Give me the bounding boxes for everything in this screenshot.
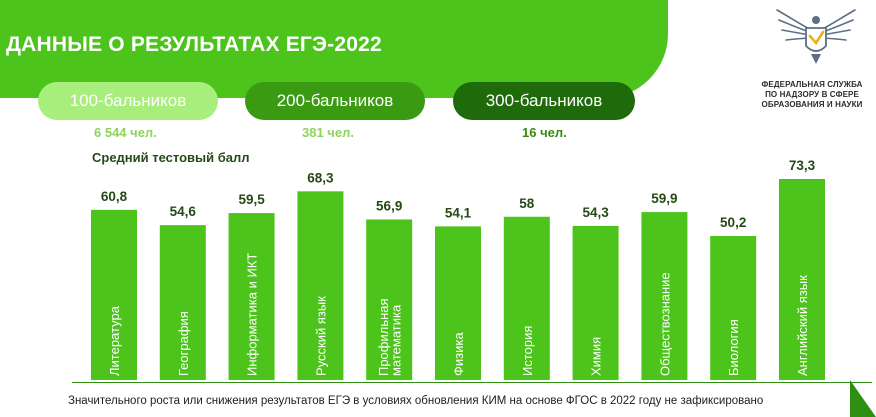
category-label: математика bbox=[388, 304, 403, 376]
bar-10 bbox=[710, 236, 757, 380]
group-pill-300: 300-бальников bbox=[453, 82, 635, 120]
eagle-emblem-icon bbox=[776, 9, 856, 64]
category-label: Профильная bbox=[376, 298, 391, 376]
bar-4 bbox=[297, 191, 344, 380]
bar-value-label: 50,2 bbox=[720, 215, 746, 230]
category-label: Обществознание bbox=[657, 272, 672, 376]
bar-value-label: 68,3 bbox=[307, 170, 334, 185]
page-title: ДАННЫЕ О РЕЗУЛЬТАТАХ ЕГЭ-2022 bbox=[6, 33, 382, 56]
bar-3 bbox=[228, 213, 275, 380]
category-label: Литература bbox=[107, 305, 122, 376]
organization-name: ФЕДЕРАЛЬНАЯ СЛУЖБА ПО НАДЗОРУ В СФЕРЕ ОБ… bbox=[750, 80, 874, 110]
bar-7 bbox=[503, 216, 550, 380]
bar-value-label: 54,3 bbox=[582, 205, 609, 220]
bar-8 bbox=[572, 225, 619, 380]
footnote: Значительного роста или снижения результ… bbox=[68, 395, 764, 407]
bar-value-label: 58 bbox=[519, 196, 535, 211]
bar-2 bbox=[159, 225, 206, 380]
group-count-300: 16 чел. bbox=[522, 125, 567, 140]
group-pill-200: 200-бальников bbox=[245, 82, 425, 120]
bar-value-label: 54,6 bbox=[170, 204, 197, 219]
organization-name-line: ОБРАЗОВАНИЯ И НАУКИ bbox=[761, 100, 863, 109]
chart-baseline bbox=[72, 382, 872, 383]
organization-name-line: ФЕДЕРАЛЬНАЯ СЛУЖБА bbox=[761, 80, 863, 89]
bar-value-label: 56,9 bbox=[376, 198, 402, 213]
bar-11 bbox=[779, 179, 825, 380]
organization-name-line: ПО НАДЗОРУ В СФЕРЕ bbox=[765, 90, 859, 99]
category-label: Биология bbox=[726, 319, 741, 376]
chart-subtitle: Средний тестовый балл bbox=[92, 150, 250, 165]
bar-5 bbox=[366, 219, 413, 380]
group-count-100: 6 544 чел. bbox=[94, 125, 157, 140]
group-count-200: 381 чел. bbox=[302, 125, 354, 140]
category-label: Физика bbox=[451, 332, 466, 376]
bar-value-label: 54,1 bbox=[445, 205, 472, 220]
category-label: История bbox=[520, 326, 535, 376]
category-label: Английский язык bbox=[795, 275, 810, 376]
bar-value-label: 59,5 bbox=[238, 192, 265, 207]
category-label: Химия bbox=[589, 337, 604, 376]
bar-1 bbox=[91, 209, 137, 380]
bar-6 bbox=[435, 226, 481, 380]
bar-value-label: 60,8 bbox=[101, 189, 128, 204]
header-band bbox=[0, 0, 668, 98]
category-label: Информатика и ИКТ bbox=[245, 253, 260, 376]
category-label: Русский язык bbox=[313, 296, 328, 376]
bar-value-label: 73,3 bbox=[789, 158, 816, 173]
bar-value-label: 59,9 bbox=[651, 191, 677, 206]
group-pill-100: 100-бальников bbox=[38, 82, 218, 120]
bar-9 bbox=[641, 212, 688, 380]
category-label: География bbox=[176, 311, 191, 376]
